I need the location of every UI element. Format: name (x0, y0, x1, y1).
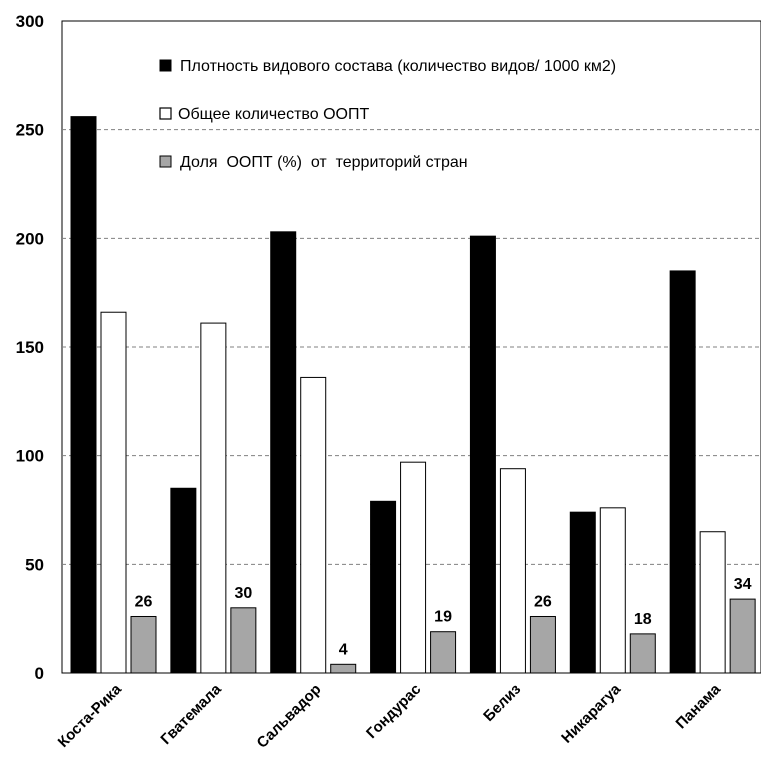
data-label: 34 (734, 576, 752, 593)
bar-total (499, 468, 526, 674)
legend-label-share: Доля ООПТ (%) от территорий стран (180, 154, 468, 171)
data-label: 30 (234, 585, 252, 602)
bar-total (599, 507, 626, 674)
bar-total (400, 461, 427, 674)
bar-share (629, 633, 656, 674)
gridlines (62, 129, 761, 565)
y-tick-label: 300 (16, 12, 44, 31)
legend-label-total: Общее количество ООПТ (178, 106, 369, 123)
bar-share (330, 663, 357, 674)
y-tick-label: 200 (16, 229, 44, 248)
data-label: 18 (634, 611, 652, 628)
x-axis-labels: Коста-Рика Гватемала Сальвадор Гондурас Бели… (55, 680, 725, 751)
bar-share (230, 607, 257, 674)
bar-density (569, 511, 596, 674)
x-category-label: Гондурас (363, 681, 424, 742)
data-label: 4 (339, 641, 348, 658)
y-tick-label: 150 (16, 338, 44, 357)
bar-density (270, 231, 297, 674)
bar-density (70, 116, 97, 674)
data-label: 19 (434, 609, 452, 626)
bar-share (430, 631, 457, 674)
bar-density (170, 487, 197, 674)
bar-density (669, 270, 696, 674)
x-category-label: Никарагуа (558, 680, 624, 746)
bar-share (729, 598, 756, 674)
bars (70, 116, 756, 674)
y-tick-label: 250 (16, 121, 44, 140)
x-category-label: Белиз (480, 681, 524, 725)
y-axis-ticks: 0 50 100 150 200 250 300 (16, 12, 44, 683)
legend-swatch-density (159, 59, 172, 72)
bar-density (370, 500, 397, 674)
x-category-label: Гватемала (157, 680, 225, 748)
legend-label-density: Плотность видового состава (количество в… (180, 58, 616, 75)
x-category-label: Сальвадор (254, 681, 325, 752)
data-labels: 26 30 4 19 26 18 34 (135, 576, 752, 658)
legend-swatch-total (159, 107, 172, 120)
y-tick-label: 100 (16, 447, 44, 466)
x-category-label: Коста-Рика (55, 680, 126, 751)
data-label: 26 (135, 593, 153, 610)
y-tick-label: 50 (25, 555, 44, 574)
legend: Плотность видового состава (количество в… (159, 58, 616, 171)
bar-total (300, 376, 327, 674)
bar-total (100, 311, 127, 674)
bar-total (699, 531, 726, 674)
bar-density (469, 235, 496, 674)
legend-swatch-share (159, 155, 172, 168)
bar-total (200, 322, 227, 674)
x-category-label: Панама (673, 680, 725, 732)
bar-share (130, 615, 157, 674)
data-label: 26 (534, 593, 552, 610)
bar-share (529, 615, 556, 674)
y-tick-label: 0 (35, 664, 44, 683)
